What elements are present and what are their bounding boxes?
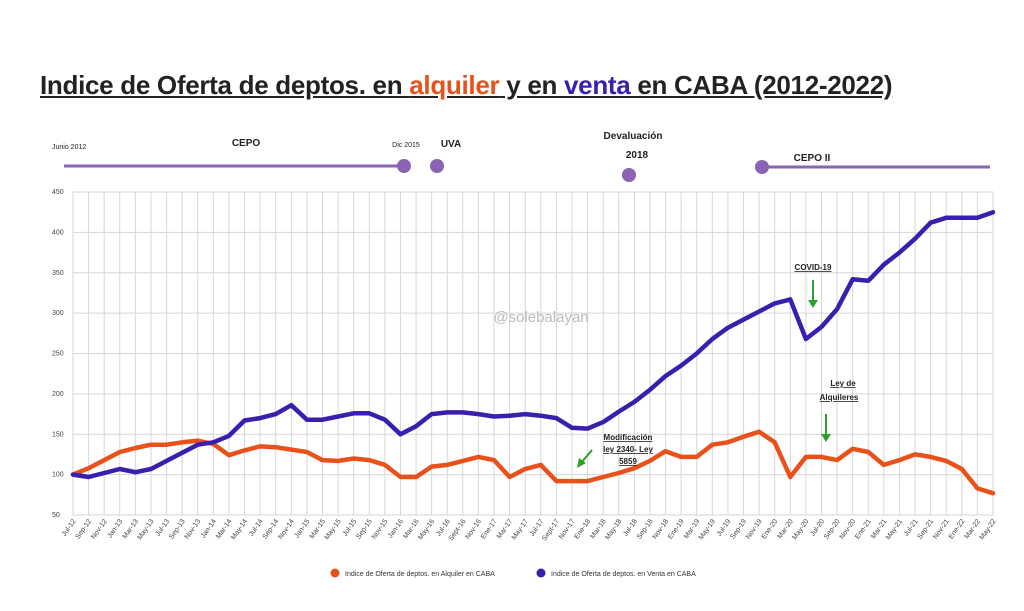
x-tick-label: Nov-12 bbox=[90, 518, 109, 541]
y-tick-label: 350 bbox=[52, 270, 64, 277]
grid bbox=[72, 191, 994, 516]
annotation-covid: COVID-19 bbox=[795, 263, 832, 308]
x-tick-label: May-13 bbox=[136, 518, 155, 541]
series-line-venta bbox=[70, 209, 996, 480]
timeline-cepo2-label: CEPO II bbox=[794, 153, 831, 164]
x-tick-label: May-16 bbox=[417, 518, 436, 541]
legend-item-alquiler-marker bbox=[330, 568, 340, 578]
x-tick-label: Nov-13 bbox=[184, 518, 203, 541]
y-tick-label: 200 bbox=[52, 391, 64, 398]
series-lines bbox=[70, 209, 996, 496]
x-tick-label: Nov-15 bbox=[371, 518, 390, 541]
timeline-uva-label: UVA bbox=[441, 139, 461, 150]
timeline-dic2015-label: Dic 2015 bbox=[392, 142, 420, 149]
legend-item-venta-label: Indice de Oferta de deptos. en Venta en … bbox=[551, 571, 696, 578]
x-tick-label: May-18 bbox=[604, 518, 623, 541]
y-tick-label: 450 bbox=[52, 189, 64, 196]
series-line-alquiler bbox=[70, 429, 996, 496]
green-arrowhead-icon bbox=[821, 434, 831, 442]
x-tick-label: May-19 bbox=[698, 518, 717, 541]
timeline-start-label: Junio 2012 bbox=[52, 144, 86, 151]
title-sale-word: venta bbox=[564, 70, 631, 100]
x-axis: Jul-12Sep-12Nov-12Jan-13Mar-13May-13Jul-… bbox=[61, 518, 998, 542]
y-axis: 50 100 150 200 250 300 350 400 450 bbox=[52, 189, 64, 519]
green-arrowhead-icon bbox=[577, 458, 586, 468]
timeline-devaluacion-label: Devaluación bbox=[604, 131, 663, 142]
annotation-covid-label: COVID-19 bbox=[795, 263, 832, 272]
legend-item-venta-marker bbox=[536, 568, 546, 578]
title-rent-word: alquiler bbox=[409, 70, 500, 100]
y-tick-label: 100 bbox=[52, 472, 64, 479]
x-tick-label: May-14 bbox=[230, 518, 249, 541]
legend: Indice de Oferta de deptos. en Alquiler … bbox=[330, 568, 696, 578]
x-tick-label: May-15 bbox=[324, 518, 343, 541]
title-suffix: en CABA (2012-2022) bbox=[630, 70, 893, 100]
title-middle: y en bbox=[499, 70, 564, 100]
y-tick-label: 250 bbox=[52, 351, 64, 358]
y-tick-label: 50 bbox=[52, 512, 60, 519]
annotation-modificacion-line1: Modificación bbox=[604, 433, 653, 442]
x-tick-label: Nov-14 bbox=[277, 518, 296, 541]
x-tick-label: May-17 bbox=[511, 518, 530, 541]
y-tick-label: 300 bbox=[52, 310, 64, 317]
annotation-ley-alquileres: Ley de Alquileres bbox=[820, 379, 859, 442]
annotation-ley-line2: Alquileres bbox=[820, 393, 859, 402]
watermark: @solebalayan bbox=[493, 309, 588, 326]
x-tick-label: May-22 bbox=[979, 518, 998, 541]
green-arrowhead-icon bbox=[808, 300, 818, 308]
y-tick-label: 400 bbox=[52, 229, 64, 236]
title-prefix: Indice de Oferta de deptos. en bbox=[40, 70, 410, 100]
timeline: Junio 2012 CEPO Dic 2015 UVA Devaluación… bbox=[52, 131, 990, 182]
x-tick-label: May-20 bbox=[791, 518, 810, 541]
chart-title: Indice de Oferta de deptos. en alquiler … bbox=[40, 70, 1020, 101]
annotation-ley-line1: Ley de bbox=[830, 379, 856, 388]
annotation-modificacion-line2: ley 2340- Ley bbox=[603, 445, 653, 454]
annotation-modificacion: Modificación ley 2340- Ley 5859 bbox=[577, 433, 653, 468]
y-tick-label: 150 bbox=[52, 431, 64, 438]
annotation-modificacion-line3: 5859 bbox=[619, 457, 637, 466]
timeline-devaluacion-year: 2018 bbox=[626, 150, 649, 161]
timeline-uva-marker bbox=[430, 159, 444, 173]
timeline-dic2015-marker bbox=[397, 159, 411, 173]
timeline-devaluacion-marker bbox=[622, 168, 636, 182]
x-tick-label: May-21 bbox=[885, 518, 904, 541]
timeline-cepo-label: CEPO bbox=[232, 138, 261, 149]
legend-item-alquiler-label: Indice de Oferta de deptos. en Alquiler … bbox=[345, 571, 495, 578]
